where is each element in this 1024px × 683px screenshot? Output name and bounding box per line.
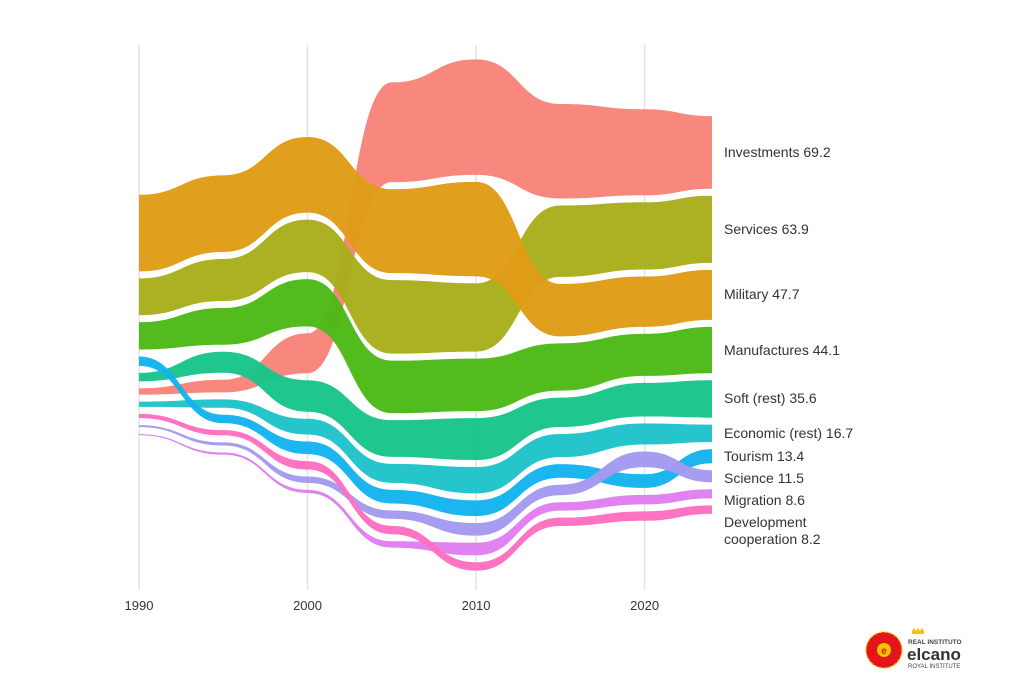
svg-text:ROYAL INSTITUTE: ROYAL INSTITUTE <box>908 664 960 670</box>
series-label: Tourism 13.4 <box>724 448 804 465</box>
x-tick-label: 2010 <box>462 598 491 613</box>
x-tick-label: 2020 <box>630 598 659 613</box>
series-label: Manufactures 44.1 <box>724 342 840 359</box>
series-value: 8.2 <box>801 530 821 547</box>
stream-band-services <box>139 195 712 354</box>
series-label: Development cooperation 8.2 <box>724 514 836 548</box>
series-name: Migration <box>724 491 782 508</box>
series-value: 69.2 <box>803 143 831 160</box>
series-value: 13.4 <box>776 447 805 464</box>
series-label: Military 47.7 <box>724 286 799 303</box>
series-value: 44.1 <box>812 341 840 358</box>
series-name: Soft (rest) <box>724 390 786 407</box>
svg-text:e: e <box>881 646 887 657</box>
series-value: 16.7 <box>825 424 854 441</box>
svg-text:elcano: elcano <box>907 645 961 664</box>
x-tick-label: 1990 <box>125 598 154 613</box>
svg-text:REAL INSTITUTO: REAL INSTITUTO <box>908 639 962 646</box>
series-name: Tourism <box>724 447 774 464</box>
stream-band-development-cooperation <box>139 413 712 571</box>
series-label: Services 63.9 <box>724 221 809 238</box>
stream-band-soft-rest- <box>139 351 712 461</box>
stream-band-manufactures <box>139 279 712 414</box>
series-name: Military <box>724 286 769 303</box>
series-label: Economic (rest) 16.7 <box>724 425 853 442</box>
series-name: Science <box>724 469 774 486</box>
series-value: 35.6 <box>789 390 817 407</box>
stream-band-science <box>139 425 712 536</box>
series-name: Investments <box>724 143 800 160</box>
series-name: Manufactures <box>724 341 809 358</box>
series-value: 63.9 <box>781 220 809 237</box>
series-value: 8.6 <box>785 491 805 508</box>
stream-band-tourism <box>139 356 712 517</box>
series-name: Economic (rest) <box>724 424 823 441</box>
series-label: Soft (rest) 35.6 <box>724 390 817 407</box>
stream-band-investments <box>139 59 712 395</box>
x-tick-label: 2000 <box>293 598 322 613</box>
series-value: 11.5 <box>777 469 804 486</box>
series-name: Services <box>724 220 778 237</box>
series-value: 47.7 <box>772 286 800 303</box>
series-name: Development cooperation <box>724 513 807 547</box>
elcano-logo: e REAL INSTITUTO elcano ROYAL INSTITUTE <box>862 625 972 673</box>
stream-band-military <box>139 137 712 337</box>
series-label: Investments 69.2 <box>724 144 831 161</box>
stream-band-economic-rest- <box>139 399 712 494</box>
series-label: Migration 8.6 <box>724 492 805 509</box>
series-label: Science 11.5 <box>724 470 804 487</box>
